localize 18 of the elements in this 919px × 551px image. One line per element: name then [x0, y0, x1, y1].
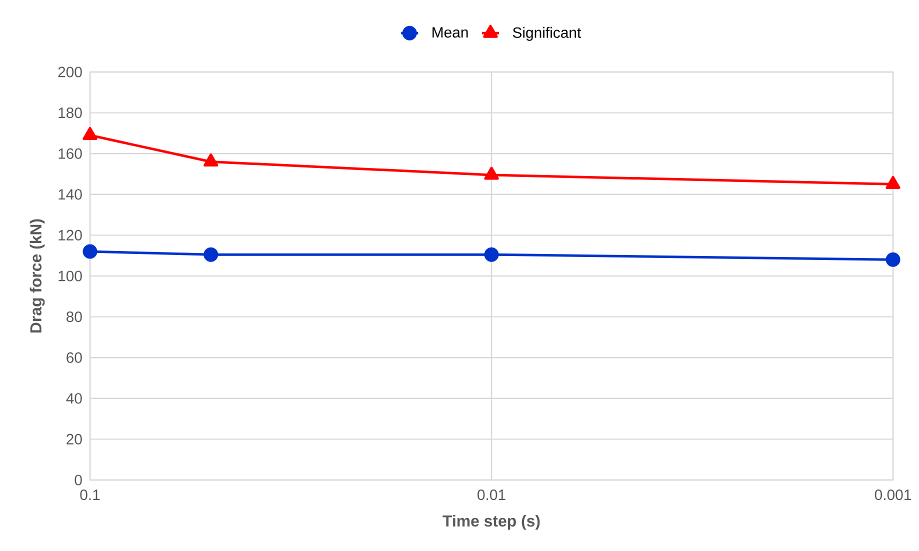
y-tick-label: 20 — [66, 434, 82, 444]
x-tick-label: 0.01 — [478, 490, 506, 500]
legend-label: Significant — [512, 26, 582, 41]
legend-label: Mean — [432, 27, 468, 38]
y-tick-label: 160 — [58, 148, 82, 159]
x-tick-label: 0.001 — [874, 490, 911, 500]
y-tick-label: 0 — [74, 474, 82, 486]
y-tick-label: 100 — [58, 270, 82, 282]
y-tick-label: 80 — [66, 312, 82, 322]
x-tick-label: 0.1 — [80, 490, 100, 500]
y-tick-label: 120 — [58, 230, 82, 240]
y-axis-title: Drag force (kN) — [30, 219, 45, 333]
y-tick-label: 180 — [58, 108, 82, 118]
y-tick-label: 140 — [58, 189, 82, 200]
y-tick-label: 60 — [66, 352, 82, 363]
y-tick-label: 40 — [66, 393, 82, 404]
y-tick-label: 200 — [58, 66, 82, 78]
x-axis-title: Time step (s) — [442, 514, 540, 530]
